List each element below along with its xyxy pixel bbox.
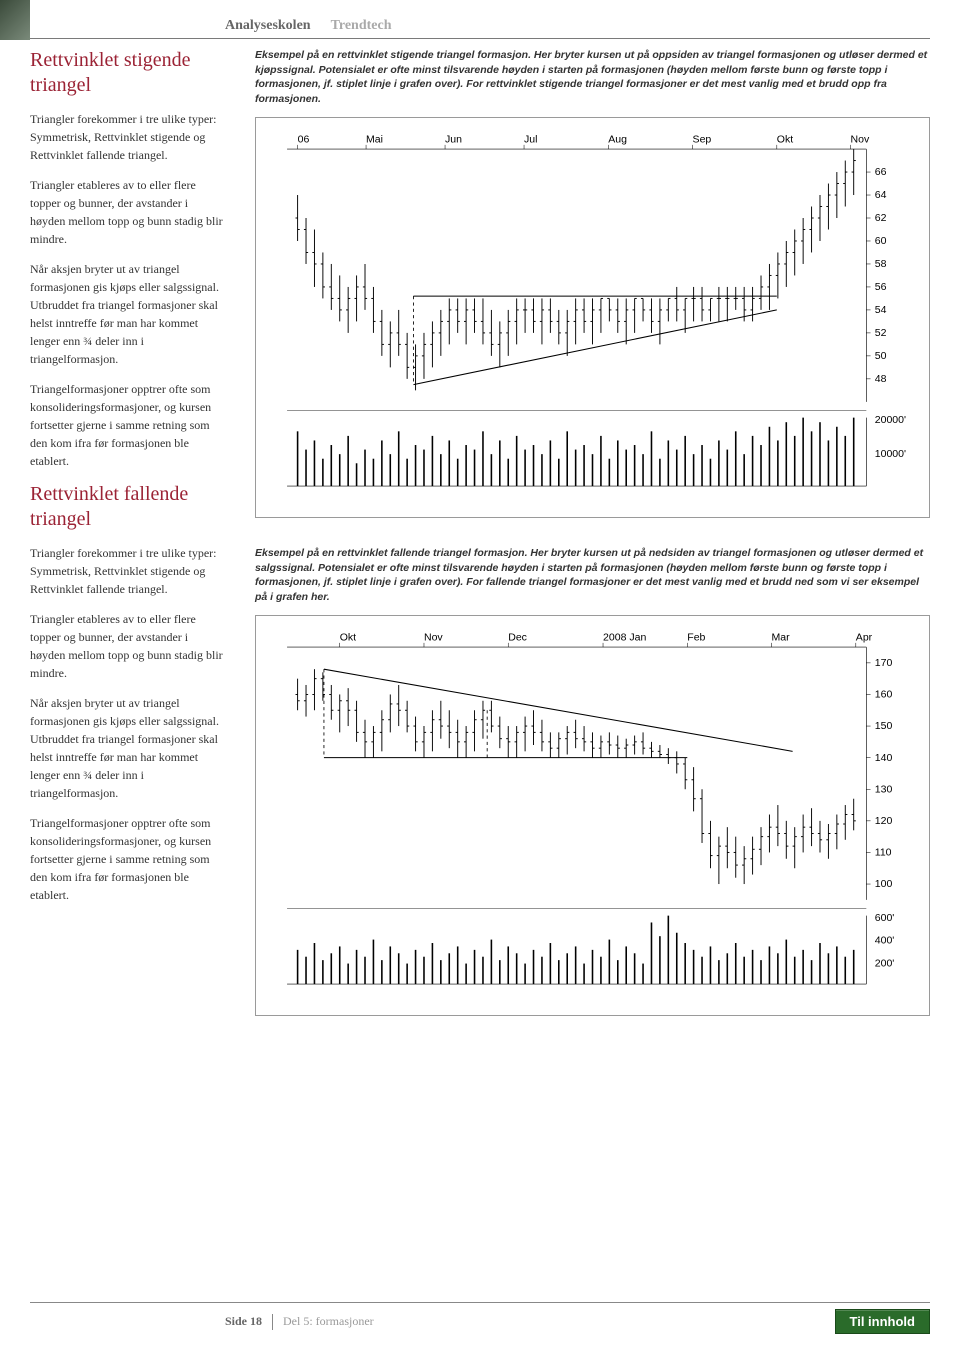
- svg-text:Dec: Dec: [508, 631, 527, 643]
- svg-text:120: 120: [875, 815, 893, 827]
- header-tabs: Analyseskolen Trendtech: [30, 18, 930, 39]
- body-text: Triangler forekommer i tre ulike typer: …: [30, 544, 225, 598]
- svg-text:600': 600': [875, 912, 895, 924]
- svg-text:100: 100: [875, 878, 893, 890]
- chart2-caption: Eksempel på en rettvinklet fallende tria…: [255, 546, 930, 605]
- tab-trendtech: Trendtech: [331, 18, 392, 34]
- chart1-caption: Eksempel på en rettvinklet stigende tria…: [255, 48, 930, 107]
- svg-text:48: 48: [875, 373, 887, 385]
- right-column: Eksempel på en rettvinklet stigende tria…: [255, 48, 930, 1044]
- svg-text:Jun: Jun: [445, 133, 462, 145]
- svg-text:Nov: Nov: [851, 133, 870, 145]
- svg-text:52: 52: [875, 327, 887, 339]
- svg-text:Nov: Nov: [424, 631, 443, 643]
- svg-text:140: 140: [875, 751, 893, 763]
- svg-text:110: 110: [875, 846, 892, 858]
- footer: Side 18 Del 5: formasjoner Til innhold: [30, 1302, 930, 1334]
- body-text: Triangler forekommer i tre ulike typer: …: [30, 110, 225, 164]
- svg-text:170: 170: [875, 657, 893, 669]
- svg-text:Jul: Jul: [524, 133, 537, 145]
- svg-text:20000': 20000': [875, 414, 906, 426]
- svg-text:Mai: Mai: [366, 133, 383, 145]
- heading-stigende: Rettvinklet stigende triangel: [30, 48, 225, 98]
- footer-section: Del 5: formasjoner: [283, 1314, 374, 1329]
- svg-text:10000': 10000': [875, 448, 906, 460]
- chart1-svg: 06 Mai Jun Jul Aug Sep Okt Nov 66 64 62 60 58 56 54 52 5…: [266, 128, 919, 507]
- body-text: Triangelformasjoner opptrer ofte som kon…: [30, 814, 225, 904]
- svg-text:200': 200': [875, 957, 895, 969]
- chart2-svg: Okt Nov Dec 2008 Jan Feb Mar Apr 170 160 150 140 13…: [266, 626, 919, 1005]
- svg-text:Okt: Okt: [340, 631, 356, 643]
- corner-gradient: [0, 0, 30, 40]
- svg-text:66: 66: [875, 166, 887, 178]
- svg-text:60: 60: [875, 235, 887, 247]
- footer-separator: [272, 1314, 273, 1330]
- svg-text:Feb: Feb: [687, 631, 705, 643]
- body-text: Triangler etableres av to eller flere to…: [30, 610, 225, 682]
- svg-text:2008 Jan: 2008 Jan: [603, 631, 646, 643]
- svg-text:62: 62: [875, 212, 887, 224]
- svg-text:Aug: Aug: [608, 133, 627, 145]
- svg-text:50: 50: [875, 350, 887, 362]
- svg-text:58: 58: [875, 258, 887, 270]
- svg-text:130: 130: [875, 783, 893, 795]
- body-text: Triangler etableres av to eller flere to…: [30, 176, 225, 248]
- svg-text:Mar: Mar: [772, 631, 791, 643]
- svg-text:Okt: Okt: [777, 133, 793, 145]
- body-text: Når aksjen bryter ut av triangel formasj…: [30, 694, 225, 802]
- svg-text:Apr: Apr: [856, 631, 873, 643]
- tab-analyseskolen: Analyseskolen: [225, 18, 311, 34]
- svg-text:64: 64: [875, 189, 887, 201]
- chart2-box: Okt Nov Dec 2008 Jan Feb Mar Apr 170 160 150 140 13…: [255, 615, 930, 1016]
- body-text: Når aksjen bryter ut av triangel formasj…: [30, 260, 225, 368]
- svg-text:06: 06: [298, 133, 310, 145]
- svg-text:Sep: Sep: [693, 133, 712, 145]
- body-text: Triangelformasjoner opptrer ofte som kon…: [30, 380, 225, 470]
- left-column: Rettvinklet stigende triangel Triangler …: [30, 48, 225, 1044]
- page-number: Side 18: [225, 1314, 262, 1329]
- svg-text:150: 150: [875, 720, 893, 732]
- chart1-box: 06 Mai Jun Jul Aug Sep Okt Nov 66 64 62 60 58 56 54 52 5…: [255, 117, 930, 518]
- svg-text:400': 400': [875, 934, 895, 946]
- svg-text:54: 54: [875, 304, 887, 316]
- heading-fallende: Rettvinklet fallende triangel: [30, 482, 225, 532]
- svg-text:56: 56: [875, 281, 887, 293]
- to-contents-button[interactable]: Til innhold: [835, 1309, 930, 1334]
- svg-text:160: 160: [875, 688, 893, 700]
